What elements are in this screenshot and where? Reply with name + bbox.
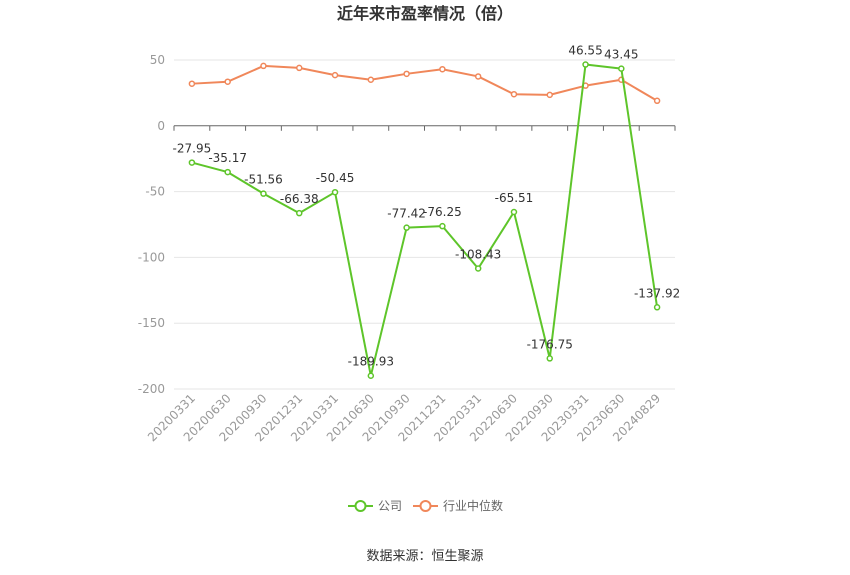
gridlines: [174, 59, 675, 390]
x-axis-ticks: 2020033120200630202009302020123120210331…: [145, 125, 676, 444]
data-point[interactable]: [582, 61, 589, 68]
data-point[interactable]: [474, 73, 482, 80]
series-company: [188, 61, 661, 379]
data-point[interactable]: [439, 222, 446, 230]
data-label: -50.45: [316, 171, 355, 185]
data-point[interactable]: [403, 224, 410, 231]
data-label: -77.42: [387, 207, 426, 221]
data-labels: -27.95-35.17 -51.56 -66.38 -50.45 -189.93 -77…: [173, 44, 681, 369]
data-label: 43.45: [604, 48, 638, 62]
series-industry-median: [188, 62, 661, 105]
data-label: -51.56: [244, 173, 283, 187]
data-point[interactable]: [546, 91, 553, 99]
legend-item-company[interactable]: 公司: [348, 499, 402, 513]
y-tick-label: 0: [157, 119, 165, 133]
data-point[interactable]: [367, 76, 375, 83]
legend[interactable]: 公司 行业中位数: [348, 498, 503, 513]
data-point[interactable]: [546, 355, 553, 362]
data-point[interactable]: [260, 62, 267, 70]
data-label: -176.75: [527, 337, 573, 351]
y-tick-label: -100: [138, 250, 165, 264]
data-point[interactable]: [188, 80, 196, 87]
data-point[interactable]: [367, 372, 375, 379]
y-tick-label: -150: [138, 316, 165, 330]
data-point[interactable]: [510, 208, 518, 216]
data-point[interactable]: [224, 168, 231, 176]
series-line: [191, 64, 658, 102]
data-label: -66.38: [280, 192, 319, 206]
legend-industry-marker: [419, 500, 432, 512]
legend-company-label: 公司: [378, 499, 402, 513]
data-point[interactable]: [296, 64, 303, 72]
y-tick-label: -50: [145, 185, 165, 199]
data-label: -35.17: [208, 151, 247, 165]
data-label: 46.55: [568, 44, 602, 58]
data-point[interactable]: [188, 159, 196, 166]
data-point[interactable]: [439, 65, 446, 73]
y-tick-label: -200: [138, 382, 165, 396]
data-point[interactable]: [510, 90, 518, 98]
data-label: -189.93: [348, 355, 394, 369]
data-point[interactable]: [331, 188, 339, 196]
data-point[interactable]: [474, 265, 482, 272]
data-label: -65.51: [495, 191, 534, 205]
data-point[interactable]: [224, 78, 231, 85]
legend-item-industry[interactable]: 行业中位数: [413, 498, 503, 513]
data-point[interactable]: [618, 65, 625, 72]
chart-title: 近年来市盈率情况（倍）: [337, 4, 513, 23]
data-label: -27.95: [173, 142, 212, 156]
legend-industry-label: 行业中位数: [443, 498, 503, 513]
series-line: [191, 63, 659, 377]
data-point[interactable]: [403, 70, 410, 78]
legend-company-marker: [354, 500, 367, 512]
data-label: -137.92: [634, 286, 680, 300]
data-point[interactable]: [331, 71, 339, 79]
data-point[interactable]: [260, 190, 267, 197]
data-point[interactable]: [653, 97, 661, 105]
data-point[interactable]: [296, 209, 303, 217]
data-point[interactable]: [653, 304, 661, 311]
data-source: 数据来源：恒生聚源: [366, 549, 483, 564]
data-label: -108.43: [455, 247, 501, 261]
y-axis-ticks: 50 0 -50 -100 -150 -200: [138, 53, 165, 396]
data-label: -76.25: [423, 205, 462, 219]
y-tick-label: 50: [150, 53, 165, 67]
